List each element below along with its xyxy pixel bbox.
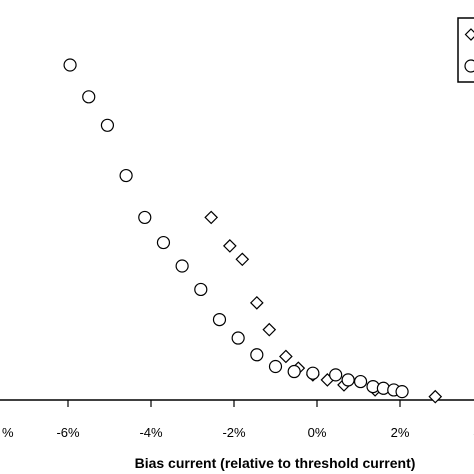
circle-point — [250, 348, 264, 362]
circle-point — [119, 168, 133, 183]
circle-point — [268, 359, 283, 374]
data-series — [63, 58, 443, 404]
plot-area: -6%-4%-2%0%2%4%% — [0, 58, 474, 440]
legend — [457, 17, 474, 83]
series-circle — [63, 58, 409, 399]
series-diamond — [204, 210, 443, 404]
circle-point — [138, 210, 152, 225]
circle-point — [231, 331, 245, 345]
x-tick-label: -2% — [222, 425, 246, 440]
legend-circle-marker — [464, 59, 474, 73]
circle-point — [287, 364, 301, 379]
diamond-point — [262, 322, 277, 337]
circle-point — [175, 259, 189, 273]
circle-point — [395, 385, 409, 399]
x-axis-title: Bias current (relative to threshold curr… — [135, 455, 416, 471]
circle-point — [306, 366, 320, 380]
circle-point — [156, 235, 171, 250]
diamond-point — [249, 296, 264, 310]
x-tick-label: 0% — [308, 425, 327, 440]
circle-point — [329, 368, 343, 382]
circle-point — [100, 118, 115, 132]
diamond-point — [204, 210, 219, 225]
diamond-point — [428, 389, 443, 404]
circle-point — [212, 313, 227, 327]
diamond-point — [235, 252, 250, 267]
legend-diamond-marker — [464, 28, 474, 41]
circle-point — [63, 58, 77, 72]
x-axis-ticks: -6%-4%-2%0%2%4%% — [2, 400, 474, 440]
diamond-point — [223, 239, 237, 253]
diamond-point — [279, 349, 293, 364]
circle-point — [341, 373, 355, 387]
x-tick-label-clipped: % — [2, 425, 14, 440]
circle-point — [353, 374, 368, 389]
x-tick-label: 2% — [391, 425, 410, 440]
circle-point — [194, 282, 208, 297]
x-tick-label: -4% — [139, 425, 163, 440]
circle-point — [82, 90, 96, 104]
x-tick-label: -6% — [56, 425, 80, 440]
